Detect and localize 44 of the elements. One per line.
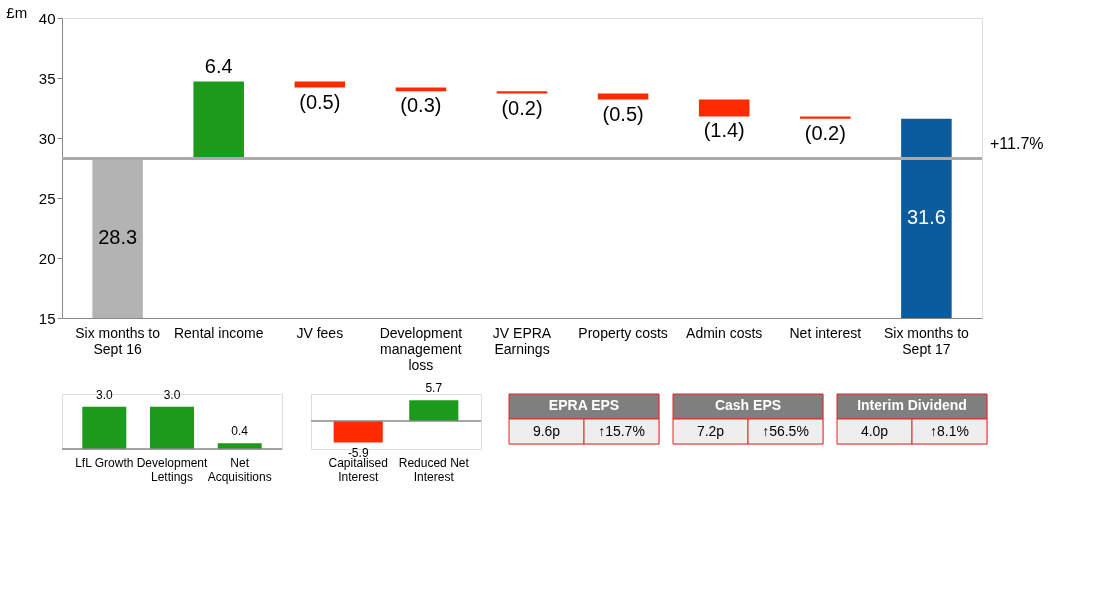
y-tick-label: 40 [38,9,56,27]
x-tick-label: Rental income [173,324,264,341]
x-tick-label: LfL Growth [75,455,134,470]
data-label: 31.6 [906,206,946,229]
data-label: (1.4) [703,119,745,142]
data-label: 5.7 [425,381,443,396]
x-tick-label: Net interest [789,324,862,341]
text: 7.2p [696,423,725,439]
x-tick-label: Six months to Sept 16 [75,324,161,357]
x-tick-label: Development management loss [379,324,463,373]
data-label: 0.4 [231,424,249,439]
x-tick-label: Development Lettings [136,455,209,484]
x-tick-label: Capitalised Interest [328,455,388,484]
x-tick-label: Property costs [578,324,668,341]
data-label: (0.5) [299,90,341,113]
data-label: (0.2) [501,96,543,119]
y-tick-label: 30 [38,129,56,147]
y-tick-label: 15 [38,309,56,327]
data-label: (0.5) [602,102,644,125]
x-tick-label: JV fees [296,324,344,341]
text: Interim Dividend [857,397,967,413]
x-tick-label: Reduced Net Interest [398,455,470,484]
x-tick-label: JV EPRA Earnings [492,324,552,357]
y-axis-title: £m [6,4,28,21]
text: Cash EPS [714,397,782,413]
text: ↑8.1% [930,423,969,439]
data-label: 3.0 [95,387,113,402]
text: 9.6p [532,423,561,439]
text: ↑15.7% [598,423,645,439]
data-label: 28.3 [98,226,138,249]
data-label: 6.4 [204,54,233,77]
x-tick-label: Admin costs [686,324,763,341]
y-tick-label: 25 [38,189,56,207]
data-label: 3.0 [163,387,181,402]
x-tick-label: Six months to Sept 17 [883,324,970,357]
y-tick-label: 35 [38,69,56,87]
x-tick-label: Net Acquisitions [207,455,272,484]
text: EPRA EPS [548,397,620,413]
text: 4.0p [860,423,889,439]
data-label: (0.3) [400,94,442,117]
data-label: (0.2) [804,121,846,144]
y-tick-label: 20 [38,249,56,267]
text: ↑56.5% [762,423,809,439]
text: +11.7% [990,135,1044,153]
